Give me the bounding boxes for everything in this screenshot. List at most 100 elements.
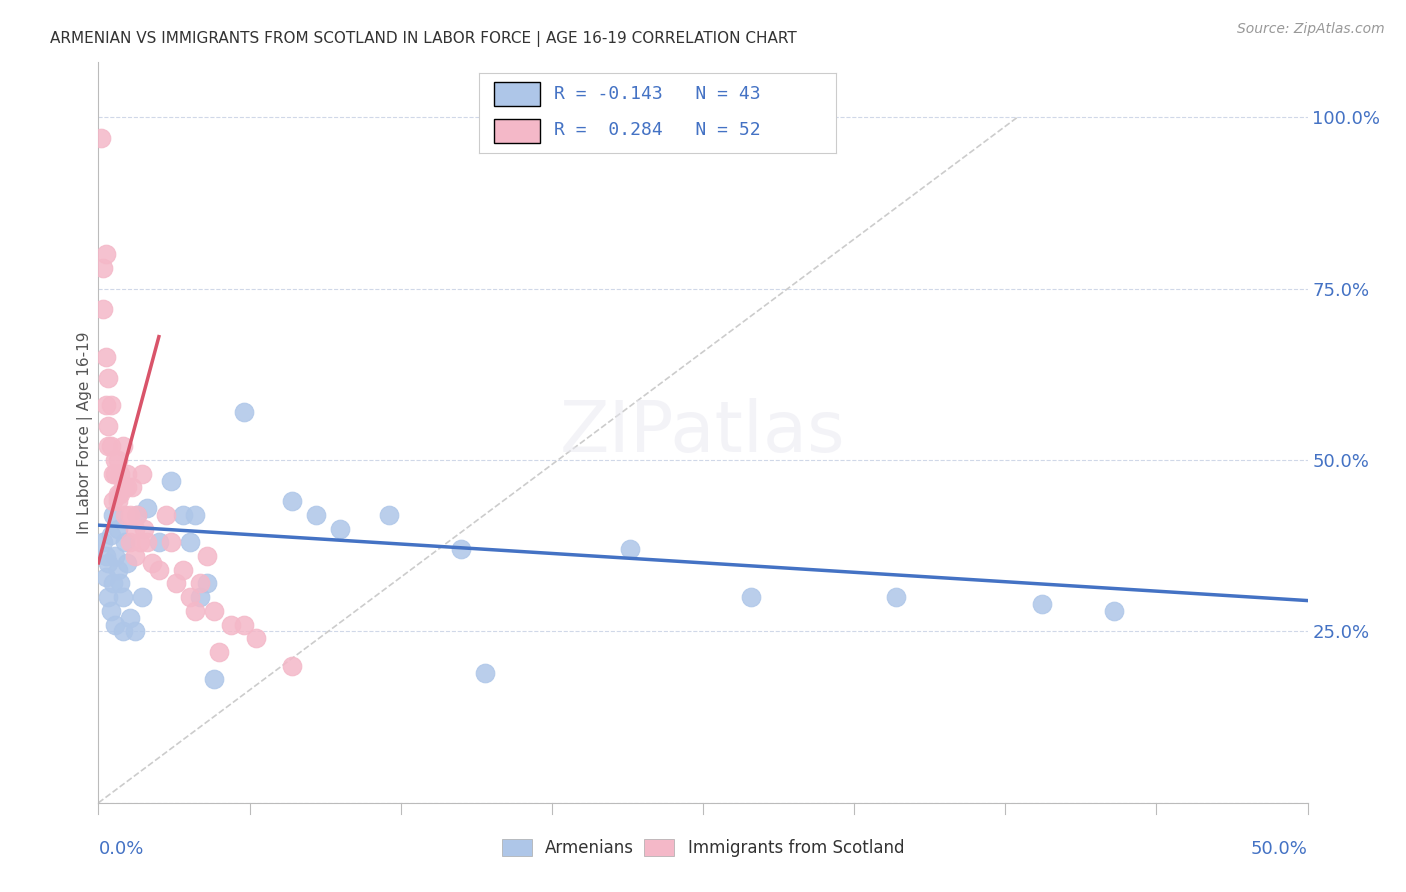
Point [195,576,218,591]
Point [104,549,127,563]
Point [114,535,136,549]
Point [114,480,136,494]
Point [204,604,226,618]
Point [108,467,131,481]
Point [104,453,127,467]
Point [100,398,122,412]
Point [114,508,136,522]
Point [100,604,122,618]
Point [1102,604,1125,618]
Point [94,350,117,364]
Point [97,418,120,433]
Point [111,624,134,639]
Point [128,535,150,549]
Point [118,610,141,624]
Point [117,480,139,494]
Point [131,590,153,604]
Point [450,542,472,557]
Point [121,480,143,494]
Point [184,604,207,618]
Point [329,522,352,536]
Point [184,508,207,522]
Point [97,590,120,604]
Point [94,247,117,261]
Point [90,131,112,145]
Point [127,508,149,522]
Point [377,508,399,522]
Point [188,590,211,604]
Point [94,398,117,412]
Point [1031,597,1053,611]
Point [204,673,226,687]
Point [281,494,304,508]
Point [208,645,231,659]
Point [117,556,139,570]
Point [97,371,120,385]
Point [188,576,211,591]
Point [108,487,131,501]
Point [135,535,157,549]
Point [107,563,129,577]
Point [97,439,120,453]
Point [135,501,157,516]
Point [107,522,129,536]
Point [111,480,134,494]
Point [160,474,183,488]
Point [100,528,122,542]
Point [104,617,127,632]
Point [160,535,183,549]
Point [104,467,127,481]
Point [124,624,146,639]
Point [179,590,201,604]
Text: ARMENIAN VS IMMIGRANTS FROM SCOTLAND IN LABOR FORCE | AGE 16-19 CORRELATION CHAR: ARMENIAN VS IMMIGRANTS FROM SCOTLAND IN … [51,31,797,47]
Point [100,439,122,453]
Point [172,563,194,577]
Text: 50.0%: 50.0% [1251,840,1308,858]
Point [232,617,254,632]
Point [97,556,120,570]
Point [474,665,496,680]
Point [94,569,117,583]
Point [148,563,170,577]
Point [124,522,146,536]
Point [101,508,124,522]
Point [107,494,129,508]
Point [195,549,218,563]
Y-axis label: In Labor Force | Age 16-19: In Labor Force | Age 16-19 [76,331,93,534]
Point [141,556,163,570]
Point [619,542,641,557]
Point [305,508,328,522]
Point [108,576,131,591]
Point [124,549,146,563]
Point [221,617,243,632]
Point [91,302,114,317]
Legend: Armenians, Immigrants from Scotland: Armenians, Immigrants from Scotland [502,839,904,857]
Text: Source: ZipAtlas.com: Source: ZipAtlas.com [1237,22,1385,37]
Point [232,405,254,419]
Point [117,467,139,481]
Point [179,535,201,549]
Point [91,261,114,276]
Point [172,508,194,522]
Point [101,467,124,481]
Point [886,590,908,604]
Text: 0.0%: 0.0% [98,840,143,858]
Point [155,508,177,522]
Point [94,549,117,563]
Point [131,467,153,481]
Point [127,508,149,522]
Text: ZIPatlas: ZIPatlas [560,398,846,467]
Point [111,590,134,604]
Point [107,487,129,501]
Point [107,453,129,467]
Point [245,632,267,646]
Point [101,576,124,591]
Point [740,590,762,604]
Point [111,439,134,453]
Point [118,508,141,522]
Point [91,535,114,549]
Point [281,658,304,673]
Point [134,522,156,536]
Point [165,576,187,591]
Point [118,535,141,549]
